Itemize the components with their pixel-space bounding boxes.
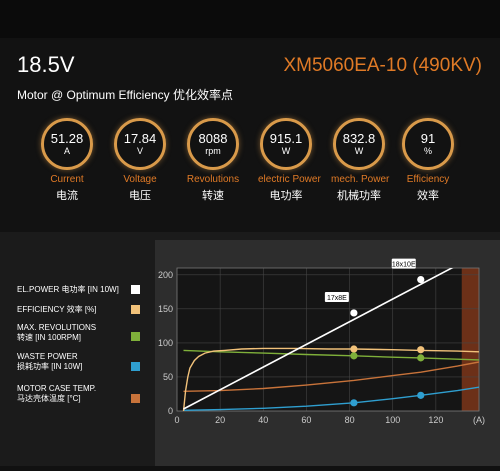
plot-area: 0 20 40 60 80 100 120 (A) 0 50 100 150 200 17x8E 18x10…	[155, 240, 500, 466]
gauge-value: 51.28	[50, 130, 84, 146]
warning-zone	[461, 268, 479, 411]
legend-label: MAX. REVOLUTIONS	[17, 323, 97, 332]
x-tick-label: (A)	[473, 415, 485, 425]
legend-label-cn: 马达壳体温度 [°C]	[17, 394, 81, 403]
legend-label-cn: 损耗功率 [IN 10W]	[17, 362, 83, 371]
chart-svg: 0 20 40 60 80 100 120 (A) 0 50 100 150 200 17x8E 18x10…	[158, 258, 485, 425]
gauge-value: 832.8	[342, 130, 376, 146]
gauge-efficiency: 91 % Efficiency 效率	[400, 118, 456, 203]
x-tick-label: 0	[174, 415, 179, 425]
point-label: 17x8E	[327, 295, 347, 302]
gauge-value: 17.84	[123, 130, 157, 146]
legend-label: MOTOR CASE TEMP.	[17, 384, 97, 393]
gauge-current: 51.28 A Current 电流	[39, 118, 95, 203]
gauge-ring: 91 %	[402, 118, 454, 170]
x-tick-label: 40	[258, 415, 268, 425]
gauge-unit: V	[136, 145, 143, 156]
x-tick-label: 20	[215, 415, 225, 425]
gauge-unit: W	[354, 145, 364, 156]
y-tick-label: 200	[158, 270, 173, 280]
gauge-unit: rpm	[205, 145, 221, 156]
gauge-label-cn: 电压	[129, 190, 151, 202]
legend-label: EFFICIENCY 效率 [%]	[17, 305, 97, 314]
data-point	[417, 354, 425, 362]
series-line	[182, 347, 479, 412]
x-tick-label: 100	[385, 415, 400, 425]
subtitle: Motor @ Optimum Efficiency 优化效率点	[17, 88, 234, 102]
legend-item-waste-power: WASTE POWER 损耗功率 [IN 10W]	[17, 352, 82, 372]
gauge-ring: 832.8 W	[333, 118, 385, 170]
plot-frame	[176, 267, 480, 412]
point-label-box	[391, 258, 416, 269]
data-point	[350, 345, 358, 353]
legend-item-efficiency: EFFICIENCY 效率 [%]	[17, 305, 96, 315]
legend-swatch-revolutions	[131, 332, 140, 341]
voltage-title: 18.5V	[17, 52, 75, 77]
gauge-ring: 51.28 A	[41, 118, 93, 170]
top-band	[0, 0, 500, 38]
data-point	[350, 399, 358, 407]
y-tick-label: 0	[168, 406, 173, 416]
legend-item-revolutions: MAX. REVOLUTIONS 转速 [IN 100RPM]	[17, 323, 96, 343]
gauge-ring: 17.84 V	[114, 118, 166, 170]
gauge-electric-power: 915.1 W electric Power 电功率	[258, 118, 321, 203]
gauge-label: mech. Power	[331, 174, 390, 185]
x-tick-label: 80	[345, 415, 355, 425]
legend-swatch-efficiency	[131, 305, 140, 314]
header-panel: 18.5V XM5060EA-10 (490KV) Motor @ Optimu…	[0, 0, 500, 232]
series-line	[183, 349, 479, 361]
y-tick-label: 100	[158, 338, 173, 348]
gauge-unit: %	[423, 145, 432, 156]
legend: EL.POWER 电功率 [IN 10W] EFFICIENCY 效率 [%] …	[0, 232, 155, 466]
data-point	[417, 346, 425, 354]
series-line	[183, 361, 479, 392]
gauge-ring: 8088 rpm	[187, 118, 239, 170]
gauge-value: 8088	[198, 130, 228, 146]
gauge-value: 91	[420, 130, 436, 146]
x-tick-label: 120	[428, 415, 443, 425]
gauge-label: Revolutions	[186, 174, 240, 185]
legend-swatch-el-power	[131, 285, 140, 294]
legend-label: EL.POWER 电功率 [IN 10W]	[17, 285, 119, 294]
data-point	[417, 391, 425, 399]
y-tick-label: 150	[158, 304, 173, 314]
plot-background	[177, 268, 479, 411]
series-line	[183, 268, 454, 410]
legend-swatch-waste-power	[131, 362, 140, 371]
data-point	[350, 309, 358, 317]
point-label-box	[324, 291, 349, 302]
point-label: 18x10E	[392, 262, 416, 269]
gauge-label: electric Power	[258, 174, 321, 185]
gauge-label-cn: 效率	[417, 190, 439, 202]
gauge-label-cn: 机械功率	[337, 190, 381, 202]
data-point	[350, 352, 358, 360]
gauge-unit: A	[63, 145, 70, 156]
legend-label-cn: 转速 [IN 100RPM]	[17, 333, 82, 342]
legend-item-case-temp: MOTOR CASE TEMP. 马达壳体温度 [°C]	[17, 384, 96, 404]
gauge-label-cn: 电流	[56, 190, 78, 202]
y-tick-label: 50	[163, 372, 173, 382]
gauge-voltage: 17.84 V Voltage 电压	[112, 118, 168, 203]
gauge-label: Current	[50, 174, 84, 185]
legend-swatch-case-temp	[131, 394, 140, 403]
gauge-label: Voltage	[123, 174, 157, 185]
gauge-revolutions: 8088 rpm Revolutions 转速	[185, 118, 241, 203]
gauge-label-cn: 转速	[202, 190, 224, 202]
legend-label: WASTE POWER	[17, 352, 78, 361]
model-title: XM5060EA-10 (490KV)	[283, 55, 482, 76]
gauge-unit: W	[281, 145, 291, 156]
gauge-label: Efficiency	[406, 174, 450, 185]
x-tick-label: 60	[301, 415, 311, 425]
legend-item-el-power: EL.POWER 电功率 [IN 10W]	[17, 285, 119, 295]
gauge-mech-power: 832.8 W mech. Power 机械功率	[331, 118, 390, 203]
data-point	[417, 275, 425, 284]
gauge-label-cn: 电功率	[269, 190, 303, 202]
gauge-ring: 915.1 W	[260, 118, 312, 170]
gauge-value: 915.1	[269, 130, 303, 146]
